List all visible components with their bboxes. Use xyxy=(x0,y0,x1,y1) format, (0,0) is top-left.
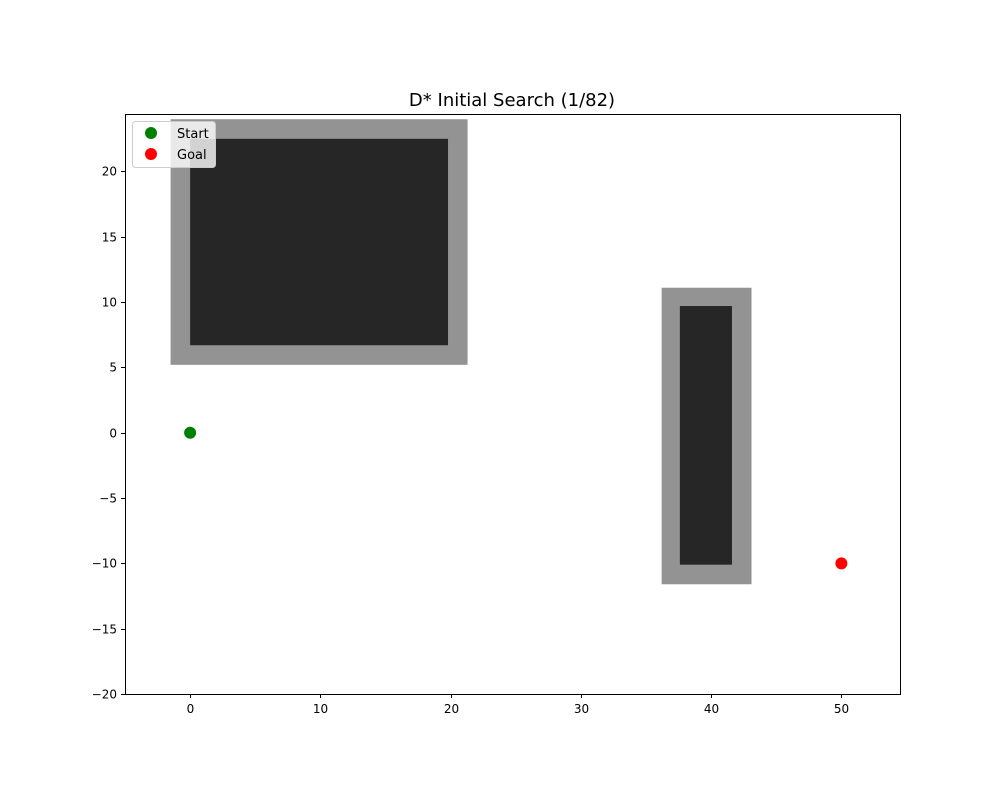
point-start xyxy=(184,426,197,439)
y-tick-label: 20 xyxy=(102,165,117,179)
x-axis: 0 10 20 30 40 50 xyxy=(187,694,849,716)
y-tick-label: −5 xyxy=(99,492,117,506)
obstacle-2-core xyxy=(679,306,732,565)
y-tick-label: −15 xyxy=(92,623,117,637)
x-tick-label: 10 xyxy=(313,702,328,716)
x-tick-label: 40 xyxy=(704,702,719,716)
legend-label-start: Start xyxy=(177,127,209,142)
point-goal xyxy=(835,557,848,570)
y-tick-label: 10 xyxy=(102,296,117,310)
obstacle-1-core xyxy=(190,138,449,346)
y-tick-label: 5 xyxy=(109,361,117,375)
points xyxy=(184,426,848,570)
y-tick-label: −10 xyxy=(92,557,117,571)
y-tick-label: −20 xyxy=(92,688,117,702)
chart-title: D* Initial Search (1/82) xyxy=(409,90,615,111)
x-tick-label: 30 xyxy=(574,702,589,716)
legend-marker-start xyxy=(145,127,157,139)
y-axis: −20 −15 −10 −5 0 5 10 15 20 xyxy=(92,165,125,702)
y-tick-label: 0 xyxy=(109,427,117,441)
legend-marker-goal xyxy=(145,148,157,160)
x-tick-label: 20 xyxy=(444,702,459,716)
x-tick-label: 50 xyxy=(834,702,849,716)
obstacles xyxy=(170,119,752,585)
x-tick-label: 0 xyxy=(187,702,195,716)
y-tick-label: 15 xyxy=(102,231,117,245)
legend-label-goal: Goal xyxy=(177,148,207,163)
legend: Start Goal xyxy=(132,121,216,168)
plot-frame xyxy=(125,114,901,695)
